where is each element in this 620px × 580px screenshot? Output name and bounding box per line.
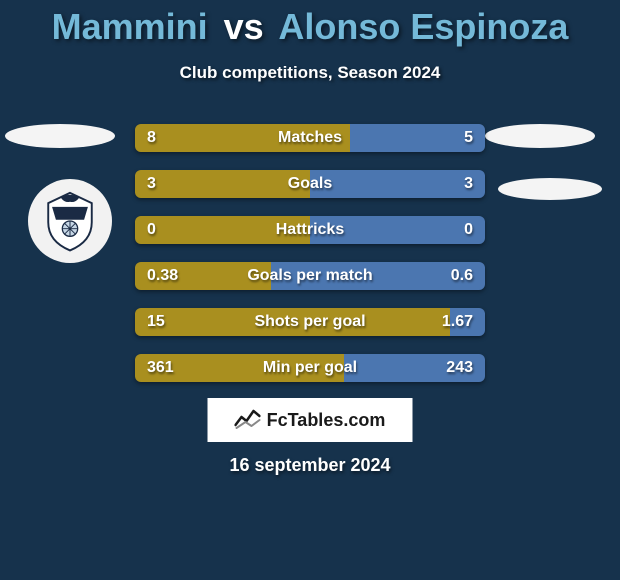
stat-row: Min per goal361243 <box>135 354 485 382</box>
player1-name: Mammini <box>52 6 208 47</box>
player1-badge-placeholder <box>5 124 115 148</box>
player2-name: Alonso Espinoza <box>278 6 568 47</box>
stat-bar-left <box>135 216 310 244</box>
stat-row: Shots per goal151.67 <box>135 308 485 336</box>
stat-value-right: 3 <box>464 170 473 198</box>
stat-value-left: 8 <box>147 124 156 152</box>
stat-bar-left <box>135 170 310 198</box>
brand-logo-icon <box>235 407 261 434</box>
stat-bar-left <box>135 124 350 152</box>
date-label: 16 september 2024 <box>0 455 620 476</box>
player2-team-placeholder <box>498 178 602 200</box>
stat-value-left: 361 <box>147 354 174 382</box>
comparison-bars: Matches85Goals33Hattricks00Goals per mat… <box>135 124 485 382</box>
stat-row: Goals per match0.380.6 <box>135 262 485 290</box>
stat-value-right: 243 <box>446 354 473 382</box>
stat-bar-left <box>135 308 450 336</box>
stat-row: Goals33 <box>135 170 485 198</box>
stat-value-right: 0 <box>464 216 473 244</box>
brand-badge: FcTables.com <box>208 398 413 442</box>
stat-value-left: 0 <box>147 216 156 244</box>
stat-row: Matches85 <box>135 124 485 152</box>
player1-team-crest <box>28 179 112 263</box>
page-title: Mammini vs Alonso Espinoza <box>0 6 620 48</box>
stat-value-right: 5 <box>464 124 473 152</box>
stat-bar-right <box>310 216 485 244</box>
player2-badge-placeholder <box>485 124 595 148</box>
stat-value-left: 15 <box>147 308 165 336</box>
title-vs: vs <box>224 6 264 47</box>
stat-bar-right <box>310 170 485 198</box>
crest-icon <box>38 189 102 253</box>
brand-text: FcTables.com <box>267 410 386 431</box>
stat-value-left: 0.38 <box>147 262 178 290</box>
subtitle: Club competitions, Season 2024 <box>0 63 620 83</box>
stat-row: Hattricks00 <box>135 216 485 244</box>
stat-value-right: 1.67 <box>442 308 473 336</box>
stat-value-right: 0.6 <box>451 262 473 290</box>
stat-value-left: 3 <box>147 170 156 198</box>
